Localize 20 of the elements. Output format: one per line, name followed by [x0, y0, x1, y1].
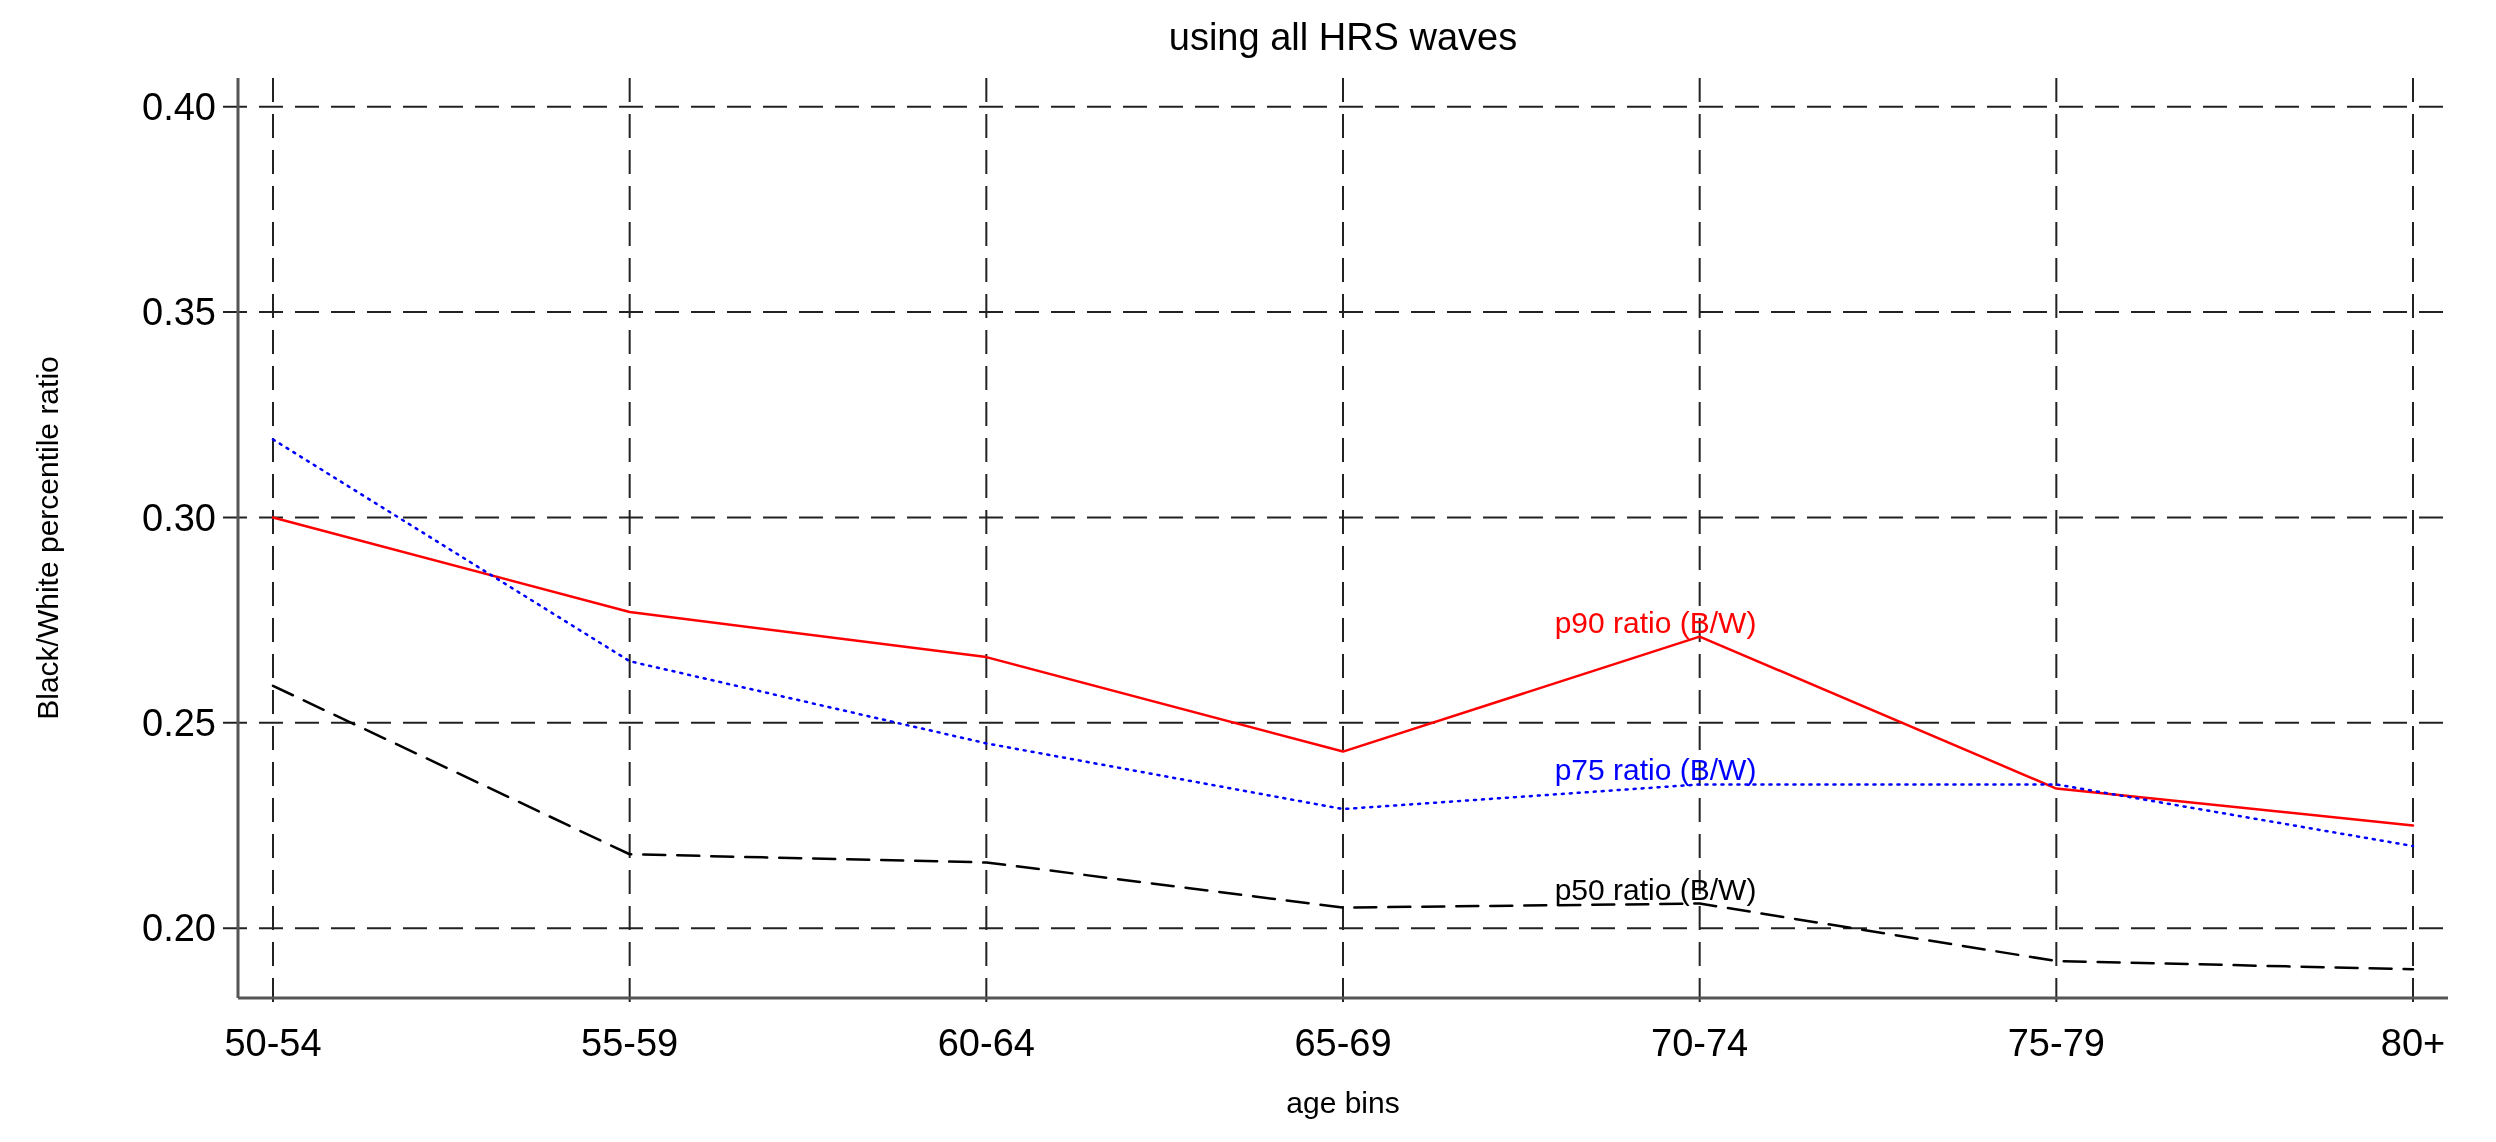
line-series: [271, 684, 2415, 971]
y-tick-label: 0.35: [142, 291, 216, 334]
x-tick-label: 70-74: [1651, 1022, 1749, 1064]
series-label: p50 ratio (B/W): [1554, 872, 1757, 906]
chart-title: using all HRS waves: [1168, 16, 1518, 58]
x-tick-label: 50-54: [224, 1022, 322, 1064]
y-axis-title: Black/White percentile ratio: [31, 356, 64, 720]
y-tick-label: 0.20: [142, 907, 216, 950]
x-tick-label: 60-64: [937, 1022, 1035, 1064]
y-tick-label: 0.25: [142, 702, 216, 745]
x-tick-label: 80+: [2380, 1022, 2446, 1064]
line-series: [271, 438, 2415, 848]
x-axis-title: age bins: [1286, 1086, 1400, 1119]
y-tick-label: 0.40: [142, 86, 216, 129]
y-tick-label: 0.30: [142, 496, 216, 539]
series-label: p90 ratio (B/W): [1554, 605, 1757, 639]
x-tick-label: 75-79: [2007, 1022, 2105, 1064]
x-tick-label: 65-69: [1294, 1022, 1392, 1064]
x-tick-label: 55-59: [581, 1022, 679, 1064]
line-series: [271, 516, 2415, 827]
